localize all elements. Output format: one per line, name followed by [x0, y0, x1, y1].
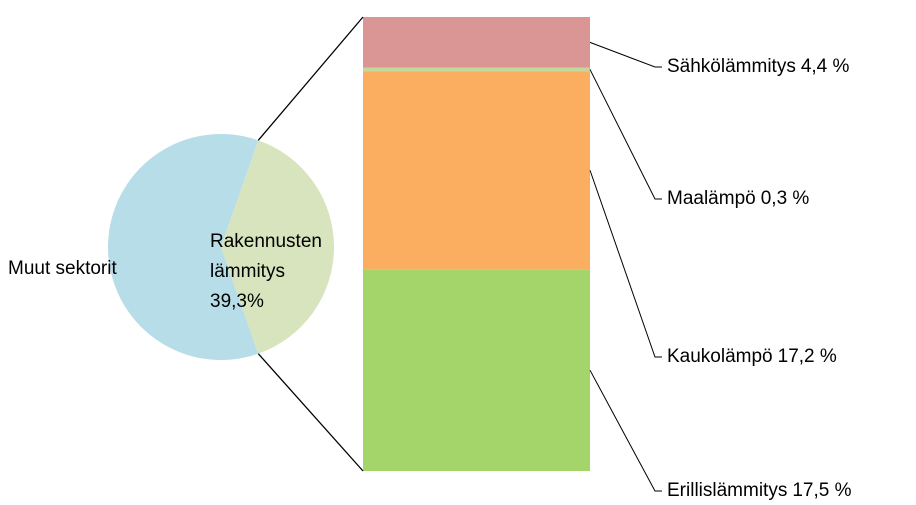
bar-segment — [363, 71, 590, 270]
bar-segment — [363, 269, 590, 471]
bar-segment — [363, 17, 590, 68]
bar-value-label: 17,2 % — [778, 346, 837, 367]
bar-label: Kaukolämpö 17,2 % — [667, 346, 837, 367]
bar-label: Erillislämmitys 17,5 % — [667, 480, 852, 501]
leader-line — [589, 170, 662, 358]
bar-label: Maalämpö 0,3 % — [667, 188, 809, 209]
bar-segment — [363, 67, 590, 72]
bar-category: Maalämpö — [667, 188, 756, 209]
bar-label: Sähkölämmitys 4,4 % — [667, 56, 850, 77]
pie-label: Rakennusten lämmitys — [210, 231, 322, 282]
pie-slice — [108, 134, 259, 360]
bar-category: Kaukolämpö — [667, 346, 773, 367]
bar-category: Erillislämmitys — [667, 480, 787, 501]
pie-slice — [221, 140, 335, 354]
leader-line — [589, 369, 662, 492]
pie-value-label: 39,3% — [210, 291, 264, 312]
bar-value-label: 0,3 % — [761, 188, 810, 209]
bar-value-label: 17,5 % — [792, 480, 851, 501]
leader-line — [589, 69, 662, 200]
pie-label: Muut sektorit — [8, 258, 117, 279]
connector-line — [257, 353, 364, 472]
bar-category: Sähkölämmitys — [667, 56, 796, 77]
connector-line — [257, 16, 364, 141]
bar-value-label: 4,4 % — [801, 56, 850, 77]
leader-line — [589, 41, 662, 68]
